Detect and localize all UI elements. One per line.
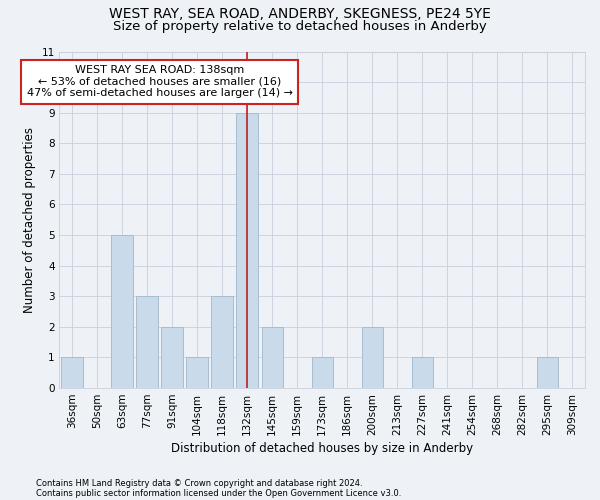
Text: Contains public sector information licensed under the Open Government Licence v3: Contains public sector information licen… — [36, 488, 401, 498]
Bar — [161, 327, 182, 388]
Text: WEST RAY SEA ROAD: 138sqm
← 53% of detached houses are smaller (16)
47% of semi-: WEST RAY SEA ROAD: 138sqm ← 53% of detac… — [26, 66, 293, 98]
Bar — [311, 358, 333, 388]
Bar — [61, 358, 83, 388]
Y-axis label: Number of detached properties: Number of detached properties — [23, 127, 36, 313]
Bar — [537, 358, 558, 388]
Bar — [412, 358, 433, 388]
Text: Contains HM Land Registry data © Crown copyright and database right 2024.: Contains HM Land Registry data © Crown c… — [36, 478, 362, 488]
Bar — [112, 235, 133, 388]
Bar — [262, 327, 283, 388]
Bar — [362, 327, 383, 388]
Bar — [211, 296, 233, 388]
Text: WEST RAY, SEA ROAD, ANDERBY, SKEGNESS, PE24 5YE: WEST RAY, SEA ROAD, ANDERBY, SKEGNESS, P… — [109, 8, 491, 22]
Bar — [236, 112, 258, 388]
Bar — [187, 358, 208, 388]
Bar — [136, 296, 158, 388]
Text: Size of property relative to detached houses in Anderby: Size of property relative to detached ho… — [113, 20, 487, 33]
X-axis label: Distribution of detached houses by size in Anderby: Distribution of detached houses by size … — [171, 442, 473, 455]
